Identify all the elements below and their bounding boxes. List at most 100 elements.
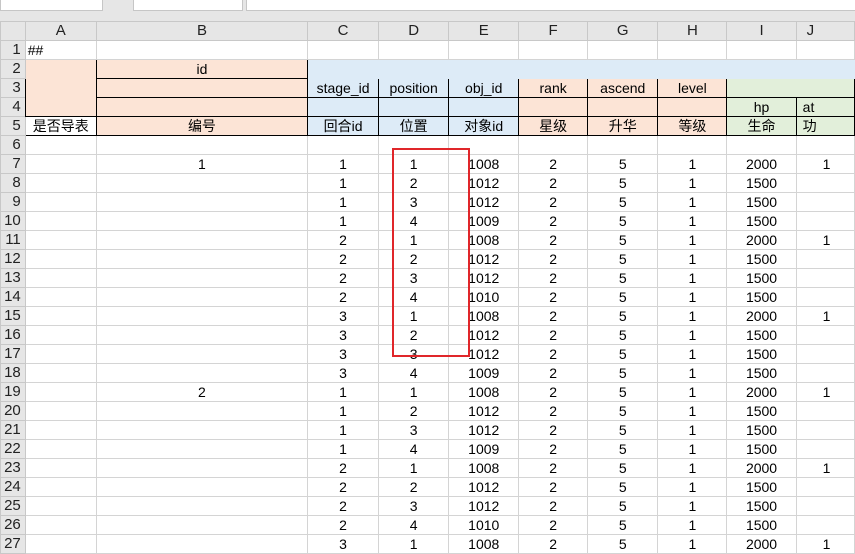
cell-I[interactable]: 1500	[726, 439, 797, 459]
cell-C[interactable]: 2	[307, 287, 379, 307]
cell-E[interactable]: 1012	[448, 325, 520, 345]
row-header[interactable]: 7	[0, 154, 26, 174]
cell-A[interactable]	[24, 458, 97, 478]
cell-G[interactable]: 5	[587, 439, 659, 459]
row-header[interactable]: 2	[0, 59, 26, 79]
cell-D[interactable]: 1	[377, 458, 450, 478]
cell-G[interactable]: 5	[587, 515, 659, 535]
row-header[interactable]: 23	[0, 458, 26, 478]
cell-C[interactable]: 2	[307, 496, 379, 516]
cell-G[interactable]: 5	[587, 287, 659, 307]
cell-A[interactable]	[24, 306, 97, 326]
cell-B[interactable]: 1	[95, 154, 309, 174]
cell-A[interactable]	[24, 154, 97, 174]
cell-I[interactable]: 1500	[726, 173, 797, 193]
cell-F[interactable]: 2	[518, 268, 589, 288]
cell-I[interactable]: 2000	[726, 306, 797, 326]
cell-B[interactable]	[95, 515, 309, 535]
cell[interactable]	[448, 135, 520, 155]
row-header[interactable]: 5	[0, 116, 26, 136]
cell-F[interactable]: 2	[518, 496, 589, 516]
cell-C[interactable]: 1	[307, 211, 379, 231]
cell-B[interactable]	[95, 268, 309, 288]
cell-F[interactable]: 2	[518, 211, 589, 231]
label-E[interactable]: 对象id	[448, 116, 520, 136]
cell-B2-id[interactable]: id	[95, 59, 309, 79]
row-header[interactable]: 6	[0, 135, 26, 155]
cell-A[interactable]	[24, 192, 97, 212]
cell-B[interactable]	[95, 477, 309, 497]
cell-F[interactable]: 2	[518, 515, 589, 535]
column-header-D[interactable]: D	[377, 21, 450, 41]
label-I[interactable]: 生命	[726, 116, 797, 136]
cell-H[interactable]: 1	[657, 534, 728, 554]
cell-E[interactable]: 1012	[448, 192, 520, 212]
cell-A[interactable]	[24, 439, 97, 459]
cell-A2-merged[interactable]	[24, 59, 97, 117]
cell-C[interactable]: 2	[307, 249, 379, 269]
cell-A[interactable]	[24, 477, 97, 497]
cell-D[interactable]: 4	[377, 515, 450, 535]
cell-D[interactable]: 1	[377, 382, 450, 402]
cell-D[interactable]: 4	[377, 439, 450, 459]
label-H[interactable]: 等级	[657, 116, 728, 136]
cell-I[interactable]: 1500	[726, 287, 797, 307]
cell-F[interactable]: 2	[518, 401, 589, 421]
cell-H[interactable]: 1	[657, 211, 728, 231]
cell-C[interactable]: 2	[307, 477, 379, 497]
column-header-B[interactable]: B	[95, 21, 309, 41]
label-G[interactable]: 升华	[587, 116, 659, 136]
cell-E[interactable]: 1008	[448, 534, 520, 554]
cell-F[interactable]: 2	[518, 154, 589, 174]
cell-H[interactable]: 1	[657, 382, 728, 402]
cell-G[interactable]: 5	[587, 230, 659, 250]
cell[interactable]	[448, 40, 520, 60]
header-position[interactable]: position	[377, 78, 450, 98]
cell-E[interactable]: 1008	[448, 306, 520, 326]
cell-D[interactable]: 1	[377, 230, 450, 250]
cell[interactable]	[377, 97, 450, 117]
cell-B[interactable]	[95, 230, 309, 250]
cell-G[interactable]: 5	[587, 344, 659, 364]
cell[interactable]	[95, 40, 309, 60]
cell-H[interactable]: 1	[657, 268, 728, 288]
row-header[interactable]: 13	[0, 268, 26, 288]
row-header[interactable]: 25	[0, 496, 26, 516]
cell-D[interactable]: 2	[377, 477, 450, 497]
cell-F[interactable]: 2	[518, 439, 589, 459]
cell-J[interactable]: 1	[795, 458, 855, 478]
cell-H[interactable]: 1	[657, 325, 728, 345]
cell-A[interactable]	[24, 230, 97, 250]
cell-D[interactable]: 1	[377, 306, 450, 326]
cell-G[interactable]: 5	[587, 325, 659, 345]
cell-E[interactable]: 1009	[448, 211, 520, 231]
cell-D[interactable]: 4	[377, 363, 450, 383]
row-header[interactable]: 8	[0, 173, 26, 193]
cell-A[interactable]	[24, 173, 97, 193]
row-header[interactable]: 17	[0, 344, 26, 364]
row-header[interactable]: 15	[0, 306, 26, 326]
name-box[interactable]	[0, 0, 103, 11]
cell-C[interactable]: 3	[307, 534, 379, 554]
cell-D[interactable]: 2	[377, 325, 450, 345]
cell-F[interactable]: 2	[518, 325, 589, 345]
cell[interactable]	[518, 97, 589, 117]
cell[interactable]	[95, 135, 309, 155]
cell[interactable]	[657, 97, 728, 117]
cell-E[interactable]: 1012	[448, 249, 520, 269]
label-F[interactable]: 星级	[518, 116, 589, 136]
cell-D[interactable]: 4	[377, 287, 450, 307]
cell-C[interactable]: 3	[307, 306, 379, 326]
cell-J[interactable]	[795, 192, 855, 212]
cell[interactable]	[657, 135, 728, 155]
cell-J[interactable]	[795, 420, 855, 440]
cell-A[interactable]	[24, 344, 97, 364]
formula-buttons[interactable]	[133, 0, 243, 11]
cell-D[interactable]: 1	[377, 534, 450, 554]
cell-C[interactable]: 1	[307, 420, 379, 440]
row-header[interactable]: 11	[0, 230, 26, 250]
cell-I[interactable]: 1500	[726, 192, 797, 212]
row-header[interactable]: 18	[0, 363, 26, 383]
cell-F[interactable]: 2	[518, 534, 589, 554]
